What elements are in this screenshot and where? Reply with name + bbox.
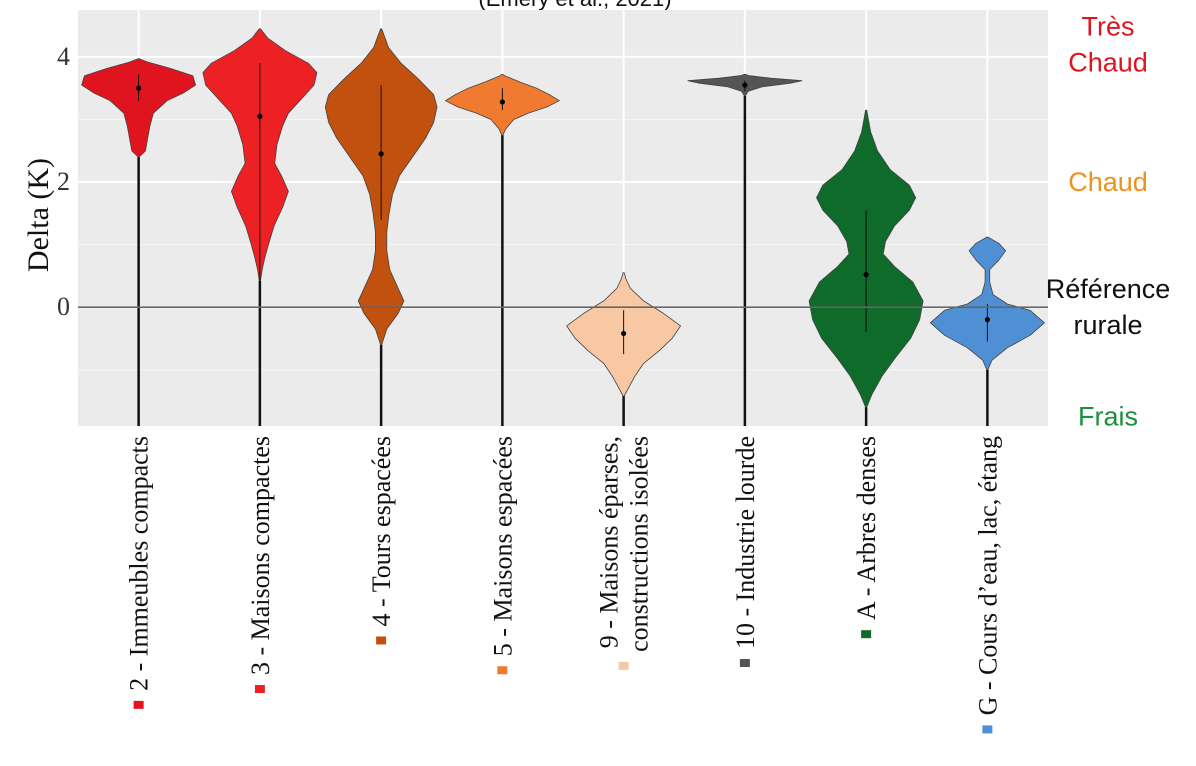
x-axis-categories: 2 - Immeubles compacts 3 - Maisons compac… xyxy=(125,436,1002,734)
y-axis-label: Delta (K) xyxy=(22,158,55,272)
zone-label: Référence rurale xyxy=(1046,274,1171,340)
violin-median xyxy=(984,317,990,323)
x-category-text: 10 - Industrie lourde xyxy=(731,436,760,649)
zone-label-text: Frais xyxy=(1078,402,1138,432)
violin-group xyxy=(930,236,1045,426)
zone-label-text: rurale xyxy=(1073,310,1142,340)
x-category-label: G - Cours d’eau, lac, étang xyxy=(973,436,1002,734)
category-swatch xyxy=(739,659,750,668)
violin-group xyxy=(445,74,560,426)
zone-labels: Très Chaud Chaud Référence rurale Frais xyxy=(1046,11,1171,431)
violin-median xyxy=(863,272,869,278)
violin-group xyxy=(687,74,803,426)
x-category-label: 5 - Maisons espacées xyxy=(488,436,517,675)
violin-series xyxy=(78,28,1048,426)
violin-median xyxy=(621,330,627,337)
x-category-text: 5 - Maisons espacées xyxy=(488,436,517,656)
zone-label-text: Très xyxy=(1082,11,1135,41)
x-category-label: 3 - Maisons compactes xyxy=(246,436,275,694)
chart-title: (Emery et al., 2021) xyxy=(478,0,671,11)
x-category-text: 3 - Maisons compactes xyxy=(246,436,275,675)
x-category-text: A - Arbres denses xyxy=(852,436,881,620)
zone-label-text: Chaud xyxy=(1068,47,1148,77)
x-category-label: 10 - Industrie lourde xyxy=(731,436,760,668)
x-category-label: A - Arbres denses xyxy=(852,436,881,639)
zone-label-text: Chaud xyxy=(1068,167,1148,197)
x-category-label: 9 - Maisons éparses, constructions isolée… xyxy=(595,436,654,670)
zone-label-text: Référence xyxy=(1046,274,1171,304)
x-category-text: 2 - Immeubles compacts xyxy=(125,436,154,691)
x-category-label: 4 - Tours espacées xyxy=(367,436,396,645)
y-tick-label: 2 xyxy=(57,167,70,196)
violin-median xyxy=(742,82,748,88)
violin-group xyxy=(81,58,196,426)
category-swatch xyxy=(376,636,387,645)
violin-group xyxy=(808,109,924,426)
category-swatch xyxy=(982,725,993,734)
category-swatch xyxy=(618,661,629,670)
violin-body xyxy=(930,236,1045,371)
x-category-text: constructions isolées xyxy=(625,436,654,652)
zone-label: Très Chaud xyxy=(1068,11,1148,77)
category-swatch xyxy=(254,685,265,694)
y-axis-ticks: 0 2 4 xyxy=(57,42,70,321)
violin-median xyxy=(257,113,263,119)
zone-label: Frais xyxy=(1078,402,1138,432)
zone-label: Chaud xyxy=(1068,167,1148,197)
violin-median xyxy=(136,85,142,91)
x-category-text: 9 - Maisons éparses, xyxy=(595,436,624,648)
category-swatch xyxy=(497,666,508,675)
violin-group xyxy=(566,272,681,426)
x-category-text: G - Cours d’eau, lac, étang xyxy=(973,436,1002,715)
x-category-label: 2 - Immeubles compacts xyxy=(125,436,154,709)
y-tick-label: 4 xyxy=(57,42,70,71)
category-swatch xyxy=(861,630,872,639)
violin-group xyxy=(202,28,318,426)
violin-group xyxy=(324,28,438,426)
x-category-text: 4 - Tours espacées xyxy=(367,436,396,626)
violin-body xyxy=(81,58,196,158)
category-swatch xyxy=(133,700,144,709)
violin-median xyxy=(378,151,384,157)
y-tick-label: 0 xyxy=(57,292,70,321)
violin-median xyxy=(499,99,505,105)
